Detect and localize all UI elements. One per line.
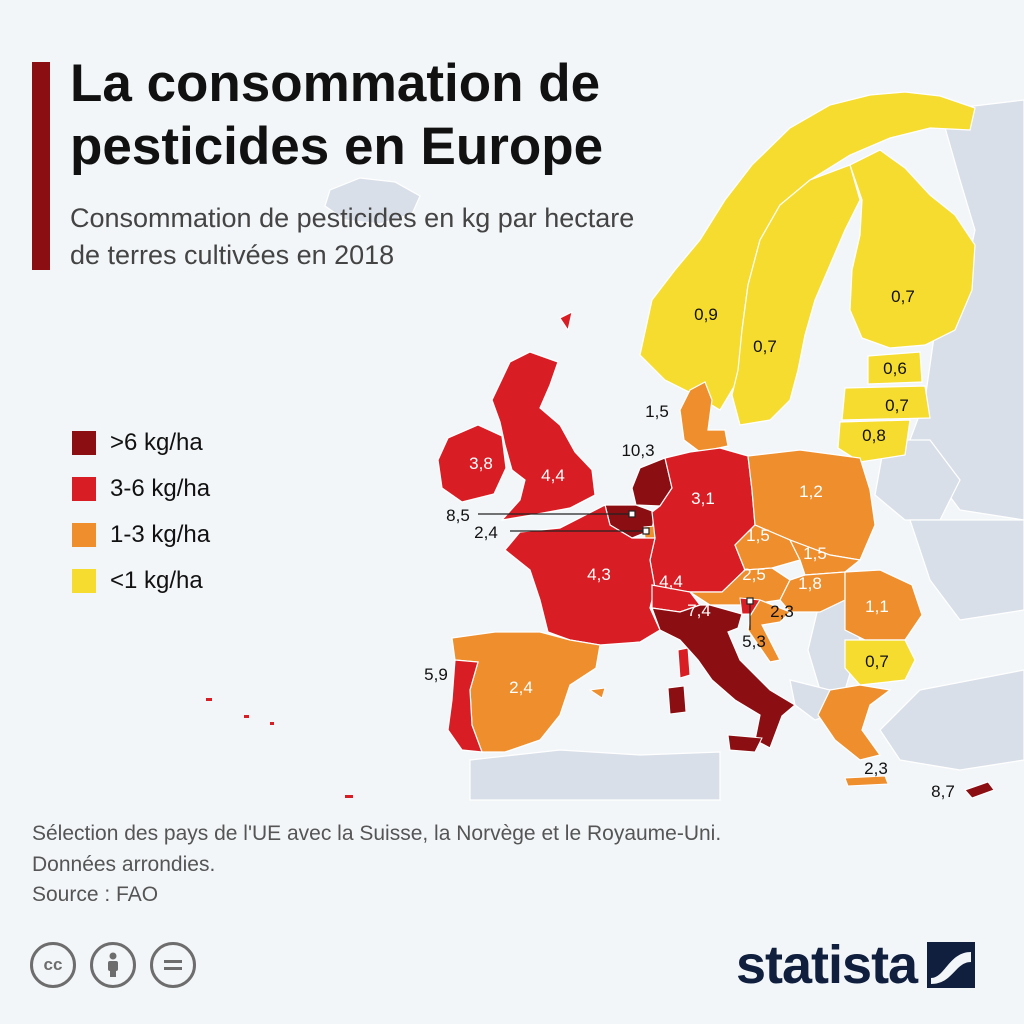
legend-swatch: [72, 569, 96, 593]
value-italy: 7,4: [687, 601, 711, 620]
balearic-region: [588, 687, 606, 699]
sardinia-region: [667, 685, 687, 715]
legend-swatch: [72, 477, 96, 501]
value-portugal: 5,9: [424, 665, 448, 684]
denmark-region: [679, 381, 729, 453]
value-luxembourg: 2,4: [474, 523, 498, 542]
croatia-region: [747, 599, 792, 663]
statista-logo[interactable]: statista: [736, 934, 976, 996]
value-germany: 3,1: [691, 489, 715, 508]
ireland-region: [437, 424, 507, 503]
value-latvia: 0,7: [885, 396, 909, 415]
attribution-icon[interactable]: [90, 942, 136, 988]
value-denmark: 1,5: [645, 402, 669, 421]
france-region: [504, 504, 661, 646]
sweden-region: [731, 164, 861, 426]
atlantic-islands: [206, 698, 353, 798]
finland-region: [849, 149, 976, 349]
leader-markers: [628, 510, 754, 605]
legend: >6 kg/ha 3-6 kg/ha 1-3 kg/ha <1 kg/ha: [72, 420, 210, 604]
legend-item: <1 kg/ha: [72, 558, 210, 604]
italy-region: [651, 604, 797, 749]
value-slovenia: 5,3: [742, 632, 766, 651]
value-lithuania: 0,8: [862, 426, 886, 445]
license-icons: cc: [30, 942, 210, 988]
legend-swatch: [72, 431, 96, 455]
footnote-line: Sélection des pays de l'UE avec la Suiss…: [32, 822, 722, 845]
uk-region: [491, 351, 596, 521]
footnote-line: Données arrondies.: [32, 853, 216, 876]
value-czechia: 1,5: [746, 526, 770, 545]
sicily-region: [727, 734, 763, 753]
legend-label: 1-3 kg/ha: [110, 521, 211, 548]
title-accent-bar: [32, 62, 50, 270]
statista-mark-icon: [927, 942, 976, 988]
page-subtitle: Consommation de pesticides en kg par hec…: [70, 203, 635, 270]
greece-region: [817, 684, 892, 761]
value-norway: 0,9: [694, 305, 718, 324]
value-cyprus: 8,7: [931, 782, 955, 801]
value-switzerland: 4,4: [659, 572, 683, 591]
value-greece: 2,3: [864, 759, 888, 778]
cyprus-region: [964, 781, 995, 799]
value-labels: 0,9 0,7 0,7 0,6 0,7 0,8 1,5 3,8 4,4 10,3…: [424, 287, 955, 801]
legend-item: 1-3 kg/ha: [72, 512, 210, 558]
value-spain: 2,4: [509, 678, 533, 697]
legend-item: 3-6 kg/ha: [72, 466, 210, 512]
source-note: Source : FAO: [32, 883, 159, 906]
value-sweden: 0,7: [753, 337, 777, 356]
value-finland: 0,7: [891, 287, 915, 306]
uk-isles: [559, 311, 573, 332]
portugal-region: [447, 659, 483, 753]
value-estonia: 0,6: [883, 359, 907, 378]
lithuania-region: [837, 419, 911, 463]
legend-label: >6 kg/ha: [110, 429, 203, 456]
value-belgium: 8,5: [446, 506, 470, 525]
leader-lines: [478, 513, 751, 630]
brand-text: statista: [736, 935, 918, 995]
corsica-region: [677, 647, 691, 679]
footnote: Sélection des pays de l'UE avec la Suiss…: [32, 818, 721, 880]
value-netherlands: 10,3: [621, 441, 654, 460]
legend-item: >6 kg/ha: [72, 420, 210, 466]
value-austria: 2,5: [742, 565, 766, 584]
legend-swatch: [72, 523, 96, 547]
value-croatia: 2,3: [770, 602, 794, 621]
page-title: La consommation de pesticides en Europe: [70, 54, 604, 176]
value-romania: 1,1: [865, 597, 889, 616]
estonia-region: [867, 351, 923, 385]
value-france: 4,3: [587, 565, 611, 584]
value-slovakia: 1,5: [803, 544, 827, 563]
value-uk: 4,4: [541, 466, 565, 485]
legend-label: <1 kg/ha: [110, 567, 203, 594]
no-derivatives-icon[interactable]: [150, 942, 196, 988]
value-bulgaria: 0,7: [865, 652, 889, 671]
bulgaria-region: [844, 639, 916, 686]
value-poland: 1,2: [799, 482, 823, 501]
crete-region: [844, 775, 889, 787]
value-hungary: 1,8: [798, 574, 822, 593]
value-ireland: 3,8: [469, 454, 493, 473]
cc-icon[interactable]: cc: [30, 942, 76, 988]
legend-label: 3-6 kg/ha: [110, 475, 211, 502]
latvia-region: [841, 385, 931, 421]
